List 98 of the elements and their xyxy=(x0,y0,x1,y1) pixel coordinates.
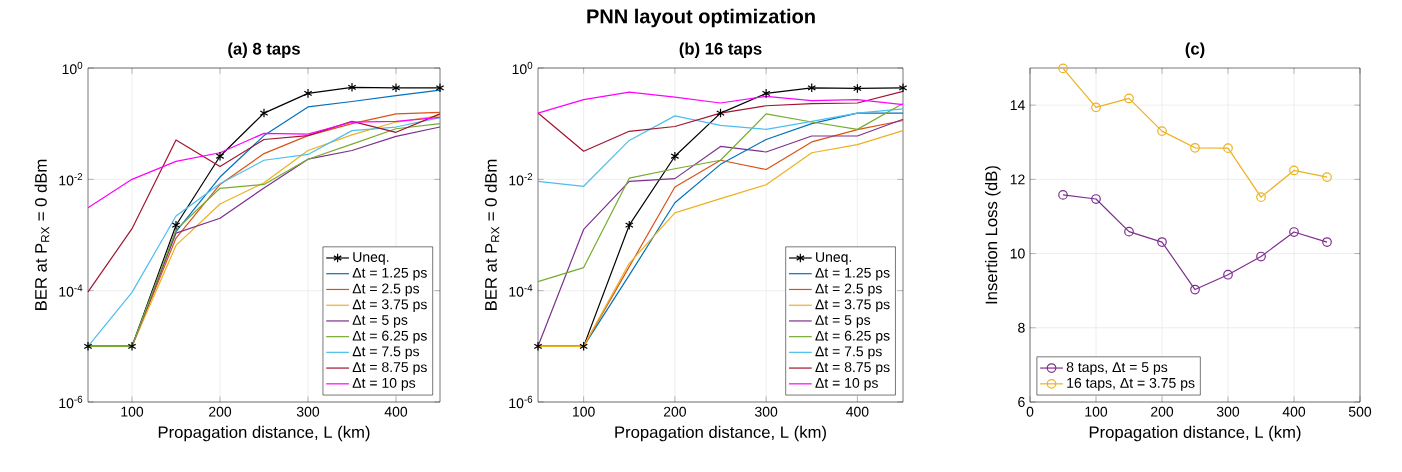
x-tick-label: 200 xyxy=(663,406,687,417)
x-tick-label: 300 xyxy=(296,406,320,417)
y-tick-label: 10$^{-4}$ xyxy=(509,284,533,297)
point xyxy=(898,82,908,93)
legend-label: Uneq. xyxy=(353,252,389,265)
point xyxy=(670,151,680,162)
x-tick-label: 200 xyxy=(1151,406,1174,417)
legend-label: Δt = 7.5 ps xyxy=(815,346,882,360)
x-axis-title: Propagation distance, L (km) xyxy=(158,425,370,442)
legend-label: Δt = 3.75 ps xyxy=(815,299,890,313)
point xyxy=(1190,142,1200,153)
point xyxy=(579,341,588,352)
line-series xyxy=(537,90,904,152)
point xyxy=(435,82,445,93)
legend-label: Δt = 5 ps xyxy=(815,315,871,328)
point xyxy=(303,88,313,99)
point xyxy=(1157,237,1167,247)
point xyxy=(391,82,401,93)
legend-label: Δt = 5 ps xyxy=(352,315,408,328)
point xyxy=(1091,194,1101,204)
x-tick-label: 100 xyxy=(121,406,144,417)
x-tick-label: 300 xyxy=(1216,406,1240,417)
point xyxy=(347,82,357,93)
y-tick-label: 10 xyxy=(1010,248,1025,259)
y-tick-label: 10$^{0}$ xyxy=(512,61,533,75)
legend-label: Δt = 6.25 ps xyxy=(352,330,427,344)
point xyxy=(1058,190,1068,200)
point xyxy=(1322,237,1332,247)
point xyxy=(1190,284,1200,295)
line-series xyxy=(537,108,904,187)
x-tick-label: 200 xyxy=(209,406,232,417)
legend-label: Uneq. xyxy=(816,252,852,265)
y-axis-title: BER at P$_{RX}$ = 0 dBm xyxy=(34,159,50,310)
legend-label: 8 taps, Δt = 5 ps xyxy=(1066,362,1168,375)
x-tick-label: 100 xyxy=(1085,406,1108,417)
legend-label: Δt = 8.75 ps xyxy=(815,362,890,375)
point xyxy=(127,341,137,352)
legend-label: Δt = 7.5 ps xyxy=(352,346,420,360)
y-axis-title: BER at P$_{RX}$ = 0 dBm xyxy=(484,159,500,310)
legend-label: Δt = 2.5 ps xyxy=(352,283,420,297)
y-tick-label: 12 xyxy=(1010,174,1025,185)
x-tick-label: 400 xyxy=(1282,406,1306,417)
legend-label: Δt = 1.25 ps xyxy=(815,267,890,281)
point xyxy=(1289,227,1299,237)
legend-label: Δt = 3.75 ps xyxy=(352,299,427,313)
legend-label: Δt = 6.25 ps xyxy=(815,330,890,344)
point xyxy=(171,220,181,231)
point xyxy=(1256,192,1266,203)
point xyxy=(1058,63,1068,74)
y-tick-label: 14 xyxy=(1010,100,1025,110)
point xyxy=(807,82,817,93)
y-tick-label: 10$^{-6}$ xyxy=(59,395,83,409)
line-series xyxy=(537,102,904,283)
point xyxy=(533,341,543,352)
y-axis-title: Insertion Loss (dB) xyxy=(985,166,1001,304)
x-tick-label: 400 xyxy=(846,406,869,417)
point xyxy=(215,151,225,162)
point xyxy=(259,108,269,118)
y-tick-label: 10$^{-2}$ xyxy=(59,173,83,186)
point xyxy=(1124,93,1134,104)
legend-label: Δt = 2.5 ps xyxy=(815,283,882,297)
y-tick-label: 10$^{0}$ xyxy=(62,61,83,75)
text: PNN layout optimization xyxy=(587,8,815,28)
point xyxy=(716,108,725,118)
chart-title: (c) xyxy=(1185,42,1205,58)
point xyxy=(1157,126,1167,136)
point xyxy=(761,88,771,99)
line-series xyxy=(537,91,904,114)
point xyxy=(853,83,862,94)
x-axis-title: Propagation distance, L (km) xyxy=(1089,425,1301,442)
point xyxy=(83,341,93,352)
y-tick-label: 8 xyxy=(1018,322,1025,333)
legend-label: Δt = 8.75 ps xyxy=(352,362,427,375)
x-tick-label: 500 xyxy=(1348,406,1372,417)
point xyxy=(1091,102,1101,113)
y-tick-label: 10$^{-2}$ xyxy=(509,173,533,186)
x-axis-title: Propagation distance, L (km) xyxy=(615,425,826,442)
legend-label: Δt = 1.25 ps xyxy=(352,267,427,281)
point xyxy=(1223,143,1233,154)
point xyxy=(1289,165,1299,176)
legend-label: Δt = 10 ps xyxy=(352,377,416,391)
point xyxy=(1322,172,1332,182)
line-series xyxy=(87,116,441,209)
x-tick-label: 0 xyxy=(1026,406,1034,417)
legend-label: Δt = 10 ps xyxy=(815,377,878,391)
y-tick-label: 10$^{-4}$ xyxy=(59,284,83,297)
x-tick-label: 300 xyxy=(754,406,778,417)
legend-label: 16 taps, Δt = 3.75 ps xyxy=(1067,377,1195,391)
point xyxy=(1256,251,1266,262)
point xyxy=(1124,226,1134,237)
x-tick-label: 100 xyxy=(573,406,595,417)
chart-title: (a) 8 taps xyxy=(228,42,300,58)
point xyxy=(624,220,634,231)
chart-title: (b) 16 taps xyxy=(679,42,762,58)
y-tick-label: 10$^{-6}$ xyxy=(509,395,533,409)
y-tick-label: 6 xyxy=(1018,397,1025,407)
point xyxy=(1223,269,1233,280)
x-tick-label: 400 xyxy=(384,406,408,417)
